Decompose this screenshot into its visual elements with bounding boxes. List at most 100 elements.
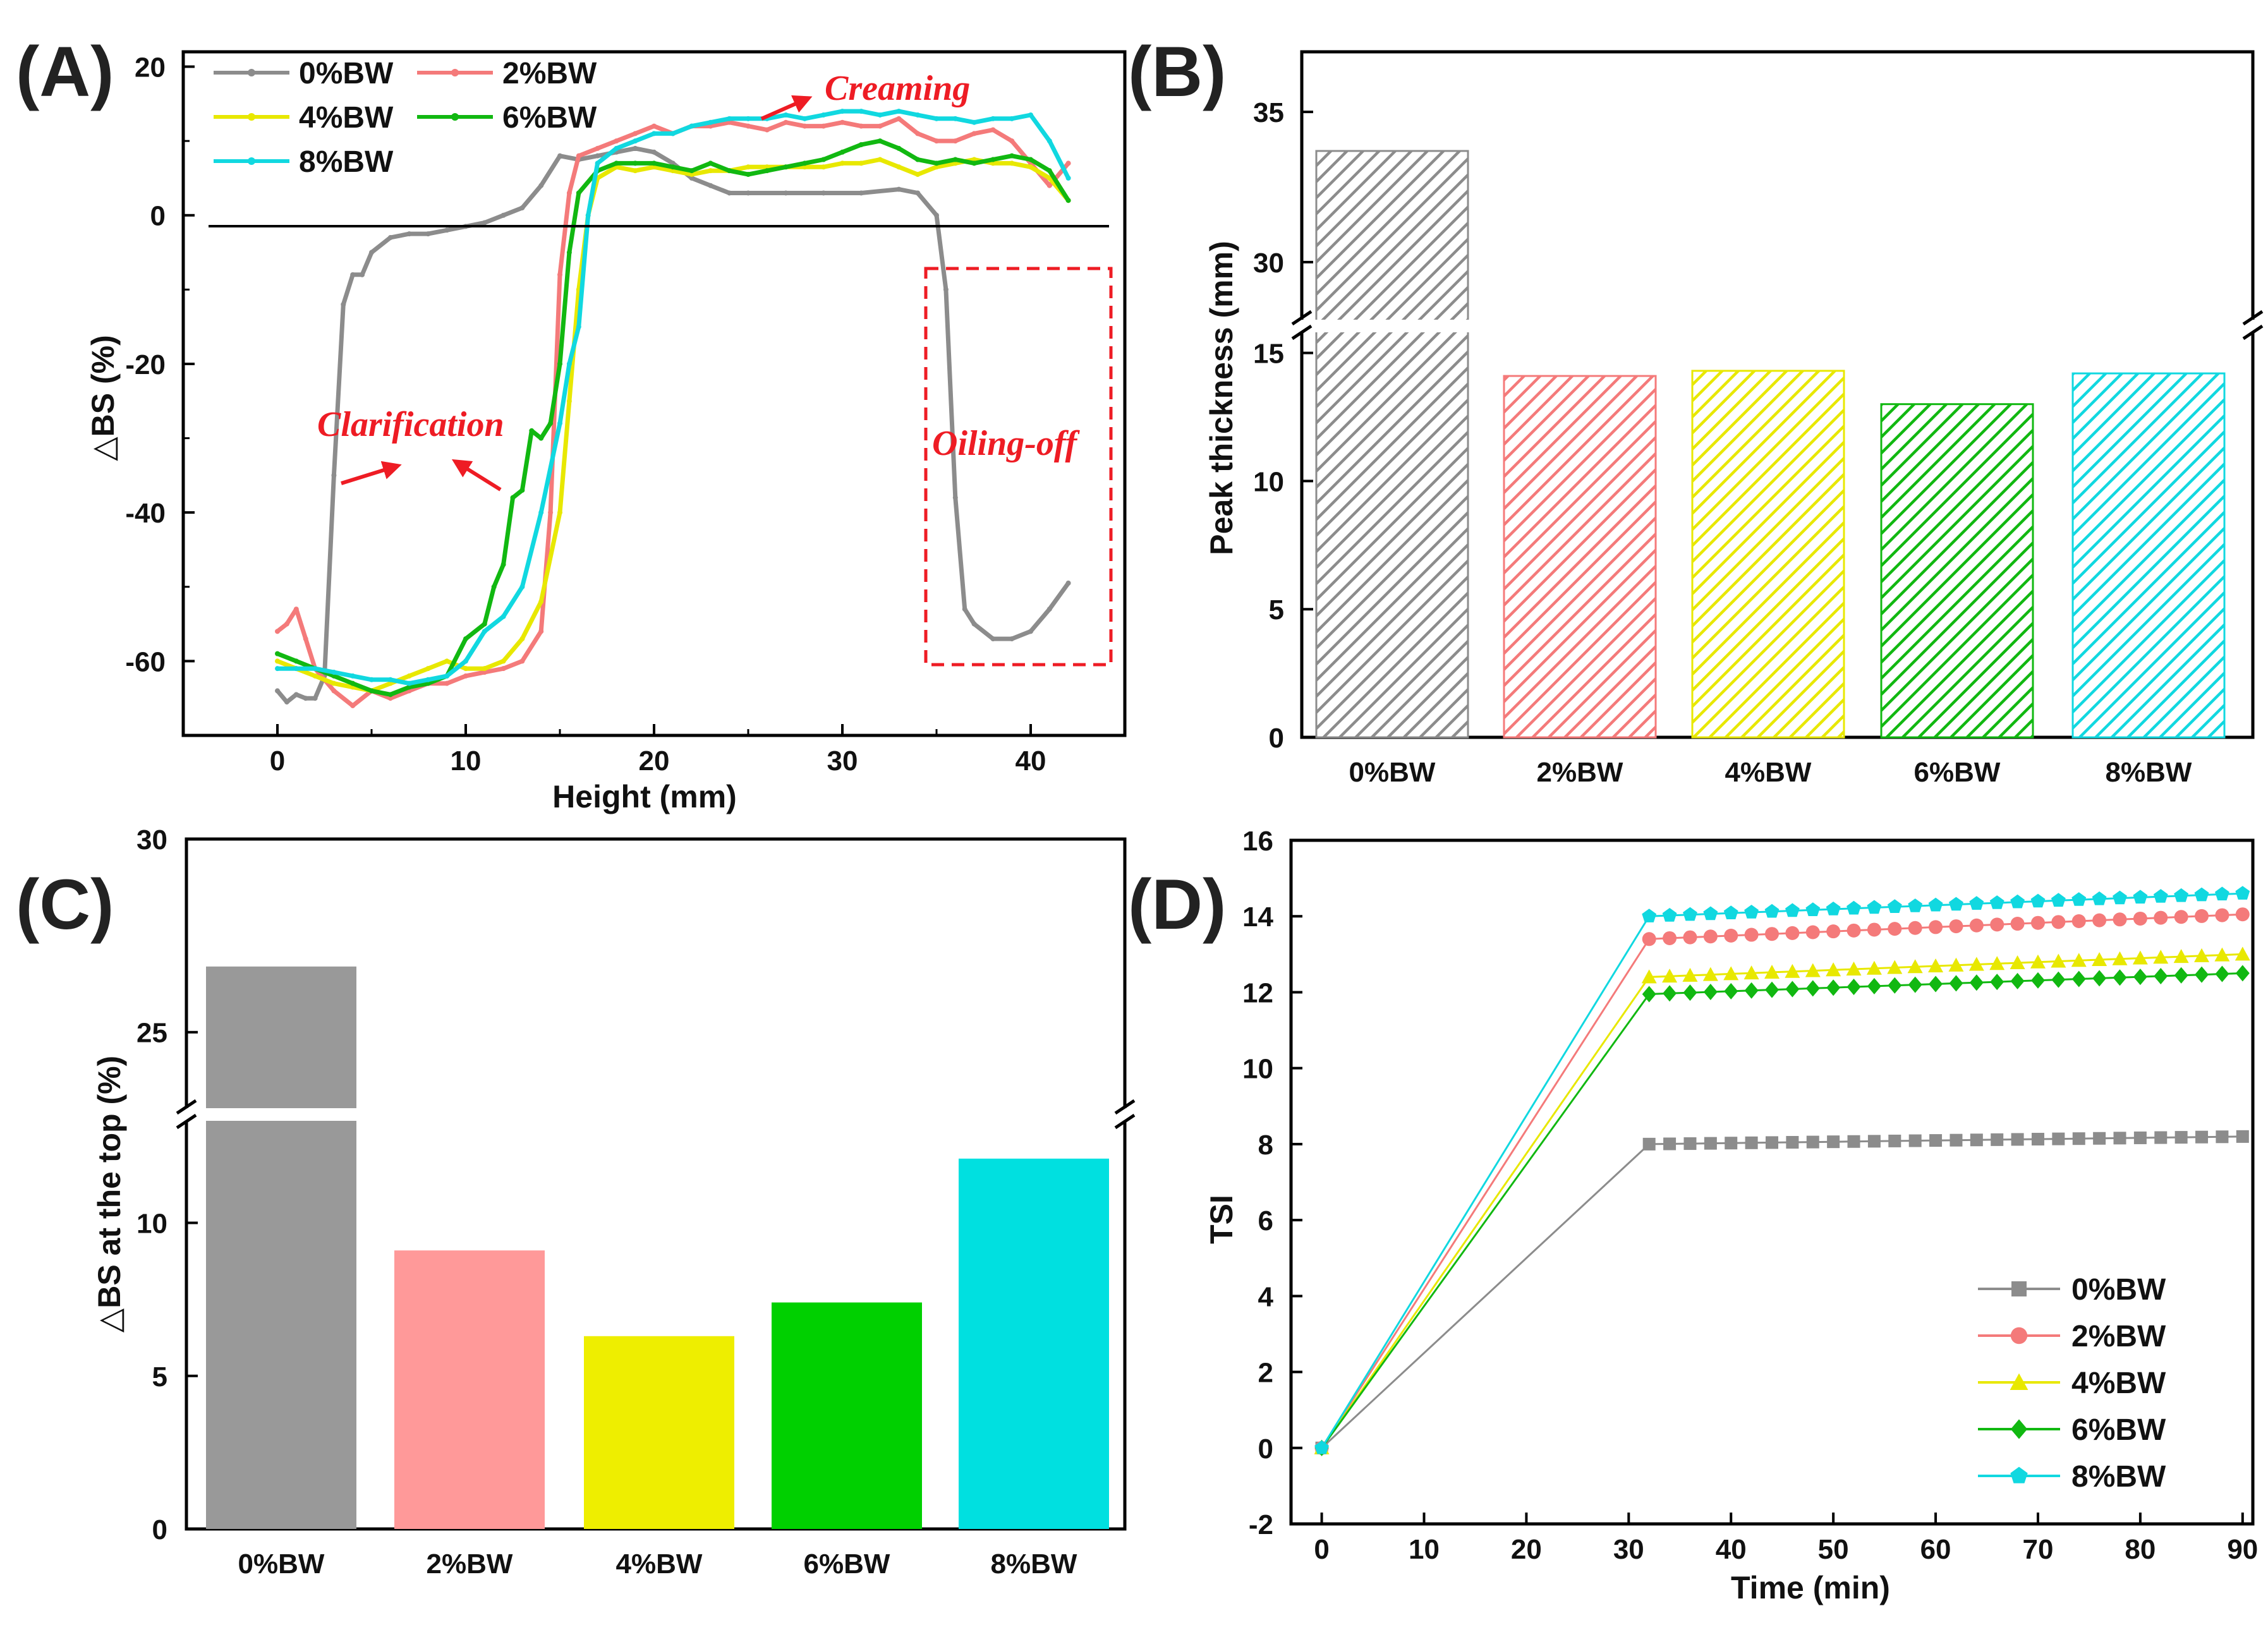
panel-c-xtick-label: 2%BW xyxy=(427,1549,513,1580)
panel-a-point xyxy=(331,473,337,478)
panel-a-point xyxy=(689,123,694,129)
panel-a-point xyxy=(858,142,864,148)
panel-a-point xyxy=(293,666,299,672)
panel-a-point xyxy=(293,607,299,612)
panel-c-break-marks xyxy=(176,1099,1136,1130)
panel-a-point xyxy=(482,220,487,226)
panel-a-point xyxy=(406,684,412,690)
panel-d-legend-label: 2%BW xyxy=(2071,1320,2166,1353)
panel-a-point xyxy=(1009,636,1015,642)
panel-d-marker-square xyxy=(1847,1135,1860,1148)
panel-d-ytick-label: 16 xyxy=(1242,826,1273,857)
panel-d-marker-triangle xyxy=(2010,1373,2028,1390)
panel-a-point xyxy=(877,157,883,162)
panel-a-point xyxy=(821,164,827,170)
panel-a-point xyxy=(858,190,864,196)
panel-c-axis-break-gap xyxy=(181,1108,1129,1121)
panel-a-point xyxy=(500,666,506,672)
panel-d-marker-pentagon xyxy=(2010,894,2025,909)
panel-a-point xyxy=(585,212,591,218)
panel-d-marker-diamond xyxy=(1724,982,1738,1000)
panel-d-marker-square xyxy=(2011,1281,2027,1296)
panel-a-point xyxy=(915,112,921,118)
panel-d-marker-circle xyxy=(1724,928,1738,943)
panel-a-point xyxy=(293,692,299,698)
panel-c-bar-8%BW xyxy=(959,1158,1109,1529)
panel-a-point xyxy=(934,212,939,218)
panel-d-marker-triangle xyxy=(1887,960,1903,974)
panel-a-point xyxy=(303,696,308,701)
panel-d-marker-triangle xyxy=(2030,954,2046,969)
panel-a-point xyxy=(840,109,845,114)
panel-d-marker-circle xyxy=(2215,908,2229,922)
panel-d-marker-circle xyxy=(1642,932,1656,946)
panel-d-xtick-label: 60 xyxy=(1920,1534,1951,1565)
panel-d-marker-diamond xyxy=(1990,974,2004,991)
panel-c-ytick-label: 5 xyxy=(152,1362,167,1392)
panel-d-marker-pentagon xyxy=(1969,896,1984,910)
panel-d-label: (D) xyxy=(1128,865,1226,944)
panel-a-point xyxy=(425,231,431,237)
panel-d-marker-square xyxy=(1950,1133,1963,1147)
panel-d-marker-circle xyxy=(2092,913,2107,927)
panel-d-xtick-label: 90 xyxy=(2227,1534,2258,1565)
panel-d-marker-triangle xyxy=(1785,964,1800,978)
panel-d-marker-pentagon xyxy=(1887,899,1902,913)
panel-d-marker-circle xyxy=(2051,915,2066,929)
panel-d-marker-pentagon xyxy=(2215,886,2229,901)
panel-a-point xyxy=(971,131,977,136)
panel-d-marker-square xyxy=(2133,1131,2147,1144)
panel-a-point xyxy=(425,666,431,672)
panel-d-marker-square xyxy=(2052,1132,2065,1145)
panel-a-point xyxy=(689,168,694,174)
panel-a-legend-label: 0%BW xyxy=(299,57,394,90)
panel-d-marker-square xyxy=(2072,1132,2085,1145)
creaming-arrow xyxy=(760,95,813,121)
panel-d-marker-triangle xyxy=(2153,950,2169,964)
panel-b-ytick-label: 15 xyxy=(1253,339,1284,370)
panel-a-point xyxy=(1065,580,1071,586)
panel-a-point xyxy=(341,301,346,307)
panel-a-point xyxy=(1046,175,1052,181)
panel-d-marker-diamond xyxy=(1908,976,1922,993)
panel-d-marker-circle xyxy=(1847,923,1861,938)
panel-d-marker-diamond xyxy=(1949,975,1963,992)
panel-d-marker-pentagon xyxy=(1847,900,1861,915)
panel-d-marker-pentagon xyxy=(1764,903,1780,918)
panel-a-point xyxy=(915,172,921,178)
panel-a-point xyxy=(764,127,770,133)
panel-b-label: (B) xyxy=(1128,32,1226,111)
panel-d-marker-circle xyxy=(2174,910,2188,924)
panel-d-marker-triangle xyxy=(2173,949,2189,964)
oiling-off-annotation: Oiling-off xyxy=(932,424,1081,463)
panel-d-marker-circle xyxy=(1949,919,1963,934)
clarification-arrow-right xyxy=(451,459,502,492)
panel-a-point xyxy=(633,138,638,144)
panel-c-bar-6%BW xyxy=(772,1302,922,1529)
panel-a-point xyxy=(783,119,789,125)
panel-a-point xyxy=(746,116,751,121)
panel-a-point xyxy=(934,116,939,121)
panel-a-point xyxy=(652,160,657,166)
panel-d-marker-square xyxy=(1663,1137,1677,1151)
panel-a-point xyxy=(350,703,356,708)
panel-a-legend-marker xyxy=(451,69,459,76)
panel-a-ytick-label: 20 xyxy=(135,52,166,83)
panel-a-point xyxy=(1028,157,1033,162)
panel-a-point xyxy=(990,636,996,642)
panel-a-point xyxy=(1009,160,1015,166)
panel-a-point xyxy=(425,677,431,682)
panel-d-ytick-label: 6 xyxy=(1258,1205,1273,1236)
panel-d-marker-triangle xyxy=(1968,957,1984,971)
panel-d-marker-diamond xyxy=(1785,981,1800,998)
panel-a-point xyxy=(746,190,751,196)
panel-d-marker-triangle xyxy=(1928,958,1944,972)
panel-d-marker-circle xyxy=(1969,918,1984,933)
panel-d-marker-pentagon xyxy=(1642,909,1657,922)
panel-c-xtick-label: 4%BW xyxy=(616,1549,703,1580)
panel-a-point xyxy=(896,109,902,114)
panel-d-marker-triangle xyxy=(1866,960,1882,975)
panel-c-ylabel: △BS at the top (%) xyxy=(92,1056,127,1332)
panel-b-break-marks xyxy=(1291,310,2264,341)
panel-a-point xyxy=(500,658,506,664)
